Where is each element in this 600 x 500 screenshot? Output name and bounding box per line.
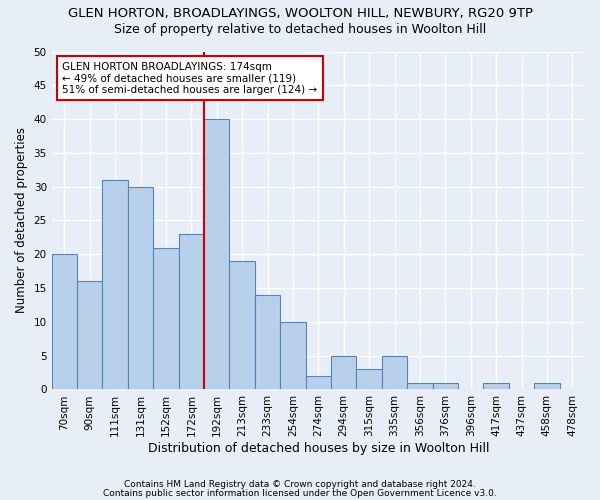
Y-axis label: Number of detached properties: Number of detached properties	[15, 128, 28, 314]
Bar	[305, 376, 331, 390]
Bar	[103, 180, 128, 390]
Bar	[331, 356, 356, 390]
Bar	[356, 369, 382, 390]
Bar	[255, 295, 280, 390]
Bar	[534, 382, 560, 390]
Text: GLEN HORTON, BROADLAYINGS, WOOLTON HILL, NEWBURY, RG20 9TP: GLEN HORTON, BROADLAYINGS, WOOLTON HILL,…	[67, 8, 533, 20]
X-axis label: Distribution of detached houses by size in Woolton Hill: Distribution of detached houses by size …	[148, 442, 489, 455]
Bar	[52, 254, 77, 390]
Bar	[280, 322, 305, 390]
Bar	[407, 382, 433, 390]
Bar	[128, 186, 153, 390]
Bar	[433, 382, 458, 390]
Text: Size of property relative to detached houses in Woolton Hill: Size of property relative to detached ho…	[114, 22, 486, 36]
Bar	[179, 234, 204, 390]
Bar	[229, 261, 255, 390]
Text: Contains public sector information licensed under the Open Government Licence v3: Contains public sector information licen…	[103, 490, 497, 498]
Bar	[204, 119, 229, 390]
Text: GLEN HORTON BROADLAYINGS: 174sqm
← 49% of detached houses are smaller (119)
51% : GLEN HORTON BROADLAYINGS: 174sqm ← 49% o…	[62, 62, 317, 95]
Bar	[153, 248, 179, 390]
Bar	[382, 356, 407, 390]
Bar	[484, 382, 509, 390]
Bar	[77, 282, 103, 390]
Text: Contains HM Land Registry data © Crown copyright and database right 2024.: Contains HM Land Registry data © Crown c…	[124, 480, 476, 489]
